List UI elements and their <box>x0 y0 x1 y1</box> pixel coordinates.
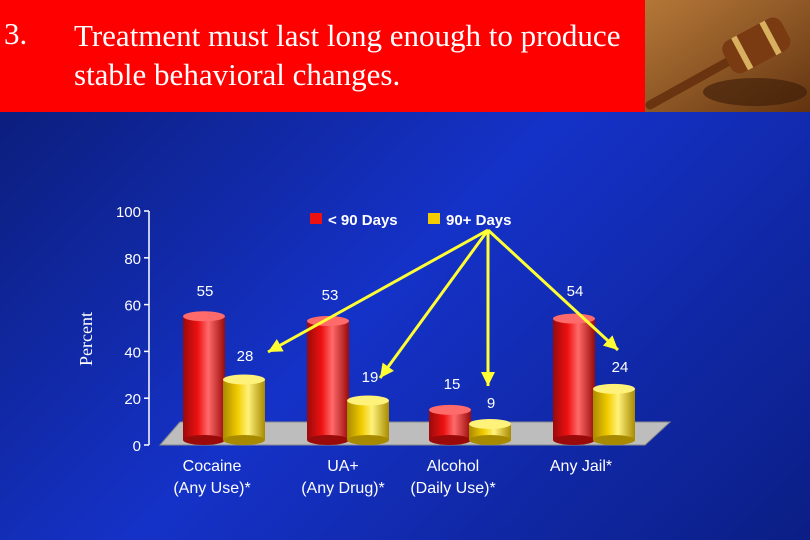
data-label: 28 <box>237 348 254 365</box>
bar <box>223 379 265 440</box>
data-label: 53 <box>322 287 339 304</box>
bar-base <box>553 435 595 445</box>
legend-swatch <box>310 213 322 224</box>
legend-label: < 90 Days <box>328 212 398 229</box>
y-tick-label: 20 <box>124 391 141 408</box>
arrow-head <box>268 339 284 352</box>
bar-base <box>183 435 225 445</box>
bar-top <box>429 404 471 415</box>
arrow-head <box>602 335 618 350</box>
slide-number: 3. <box>4 16 28 51</box>
category-label-alcohol: Alcohol (Daily Use)* <box>378 456 528 500</box>
annotation-arrow <box>267 228 489 354</box>
bar-top <box>223 374 265 385</box>
y-tick-label: 0 <box>133 438 141 455</box>
y-tick-label: 100 <box>116 204 141 221</box>
bar <box>593 388 635 440</box>
bar-base <box>347 435 389 445</box>
category-label-line2: (Any Use)* <box>173 480 251 497</box>
arrow-head <box>481 372 495 386</box>
category-label-line2: (Any Drug)* <box>301 480 385 497</box>
data-label: 19 <box>362 369 379 386</box>
bar-base <box>307 435 349 445</box>
data-label: 9 <box>487 395 495 412</box>
y-tick-label: 80 <box>124 251 141 268</box>
arrow-head <box>380 362 394 378</box>
data-label: 24 <box>612 359 629 376</box>
category-label-jail: Any Jail* <box>506 456 656 478</box>
category-label-line1: UA+ <box>327 458 359 475</box>
bar <box>307 320 349 440</box>
bar-base <box>223 435 265 445</box>
bar-top <box>593 383 635 394</box>
category-label-line1: Alcohol <box>426 458 480 475</box>
bar <box>183 316 225 440</box>
y-tick-label: 40 <box>124 344 141 361</box>
bar-top <box>553 313 595 324</box>
legend-swatch <box>428 213 440 224</box>
title-banner <box>0 0 645 112</box>
y-tick-label: 60 <box>124 298 141 315</box>
annotation-arrow <box>486 228 620 352</box>
data-label: 54 <box>567 283 584 300</box>
category-label-cocaine: Cocaine (Any Use)* <box>137 456 287 500</box>
annotation-arrow <box>378 229 490 379</box>
category-label-ua: UA+ (Any Drug)* <box>268 456 418 500</box>
category-label-line1: Any Jail* <box>549 458 613 475</box>
bar-top <box>347 395 389 406</box>
gavel-icon <box>645 0 810 112</box>
bar <box>553 318 595 440</box>
legend-label: 90+ Days <box>446 212 511 229</box>
data-label: 15 <box>444 376 461 393</box>
bar-base <box>593 435 635 445</box>
bar <box>429 409 471 440</box>
bar-top <box>183 311 225 322</box>
data-label: 55 <box>197 283 214 300</box>
bar-base <box>429 435 471 445</box>
bar-base <box>469 435 511 445</box>
category-label-line1: Cocaine <box>182 458 242 475</box>
category-label-line2: (Daily Use)* <box>410 480 496 497</box>
bar <box>347 400 389 440</box>
slide-title: Treatment must last long enough to produ… <box>74 18 621 92</box>
bar-top <box>469 418 511 429</box>
